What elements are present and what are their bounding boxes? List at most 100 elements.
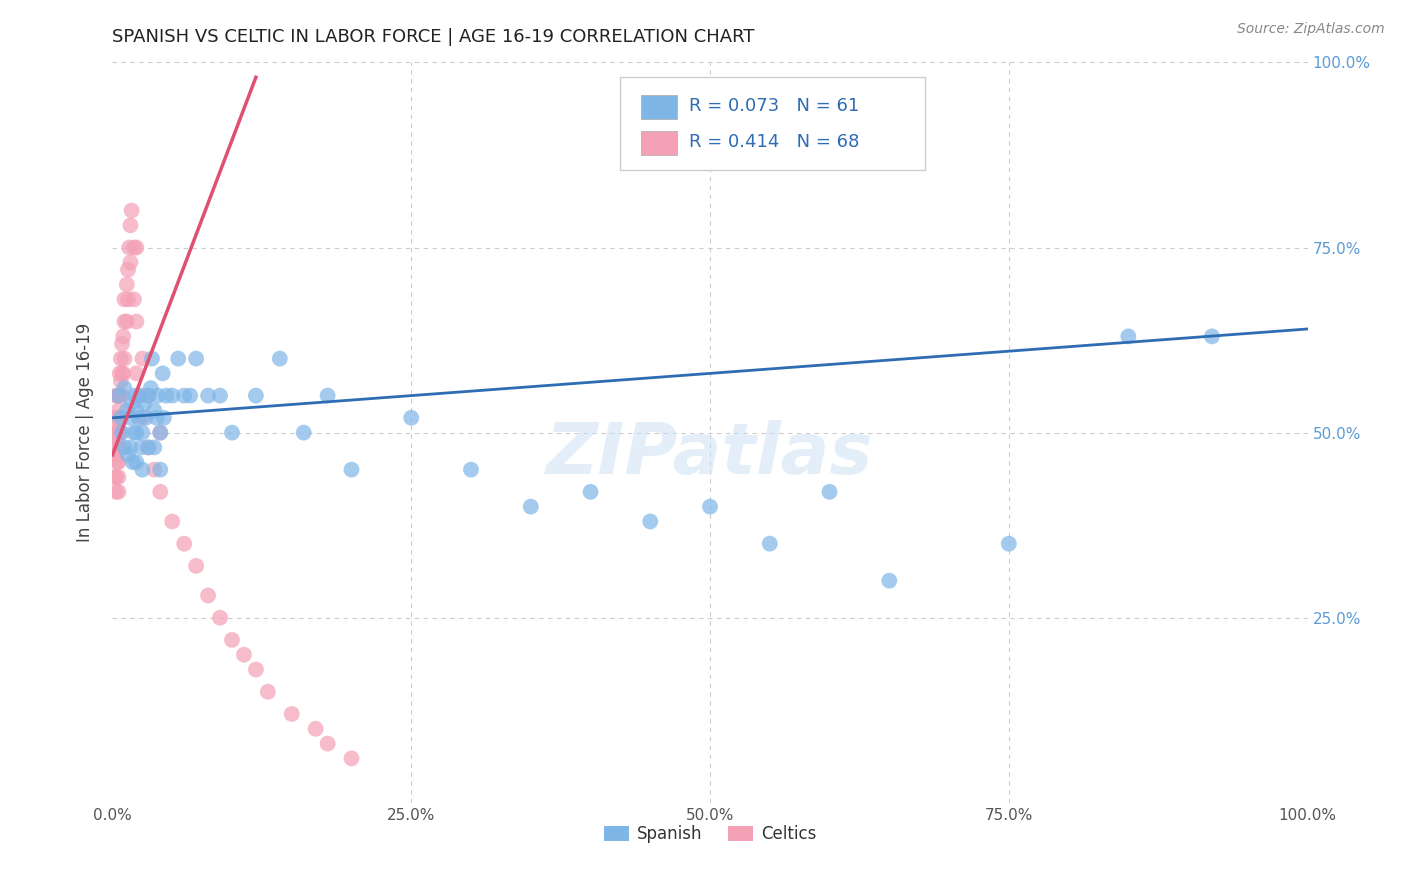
Point	[139, 381, 162, 395]
Point	[105, 455, 128, 469]
Point	[1118, 329, 1140, 343]
Point	[105, 388, 128, 402]
Text: R = 0.414   N = 68: R = 0.414 N = 68	[689, 133, 859, 151]
Point	[111, 425, 134, 440]
Point	[179, 388, 201, 402]
Point	[121, 455, 143, 469]
Point	[115, 314, 138, 328]
Point	[173, 536, 195, 550]
Point	[579, 484, 602, 499]
Point	[105, 470, 128, 484]
Point	[105, 425, 128, 440]
Point	[117, 448, 139, 462]
Point	[998, 536, 1021, 550]
Point	[107, 403, 129, 417]
Point	[167, 351, 190, 366]
Point	[759, 536, 782, 550]
Point	[103, 448, 125, 462]
Point	[108, 367, 131, 381]
Point	[149, 425, 172, 440]
Point	[107, 484, 129, 499]
Point	[305, 722, 328, 736]
Point	[149, 462, 172, 476]
Point	[114, 314, 135, 328]
Point	[110, 374, 132, 388]
Point	[143, 441, 166, 455]
Point	[131, 425, 153, 440]
Point	[146, 388, 169, 402]
Point	[120, 219, 142, 233]
Point	[104, 410, 127, 425]
Point	[114, 441, 135, 455]
Point	[114, 381, 135, 395]
Point	[122, 240, 145, 255]
Point	[107, 425, 129, 440]
Point	[107, 388, 129, 402]
Point	[125, 367, 148, 381]
Text: ZIPatlas: ZIPatlas	[547, 420, 873, 490]
Point	[292, 425, 315, 440]
Point	[128, 388, 150, 402]
Point	[125, 403, 148, 417]
Point	[162, 388, 183, 402]
Point	[129, 388, 152, 402]
Point	[281, 706, 304, 721]
Point	[138, 388, 160, 402]
Point	[111, 367, 134, 381]
Point	[108, 425, 131, 440]
Point	[186, 351, 208, 366]
Point	[104, 441, 127, 455]
Point	[143, 403, 166, 417]
Point	[112, 367, 135, 381]
Point	[141, 351, 163, 366]
Point	[107, 441, 129, 455]
Point	[149, 484, 172, 499]
Point	[197, 388, 219, 402]
Point	[114, 293, 135, 307]
Text: Source: ZipAtlas.com: Source: ZipAtlas.com	[1237, 22, 1385, 37]
Point	[257, 685, 280, 699]
Point	[221, 632, 243, 647]
Point	[135, 410, 157, 425]
FancyBboxPatch shape	[641, 95, 676, 120]
Point	[131, 410, 153, 425]
Point	[520, 500, 543, 514]
Point	[233, 648, 256, 662]
Point	[197, 589, 219, 603]
Point	[125, 240, 148, 255]
Point	[125, 455, 148, 469]
Point	[114, 351, 135, 366]
Point	[209, 388, 232, 402]
Point	[316, 737, 339, 751]
Point	[138, 441, 160, 455]
Point	[145, 410, 167, 425]
Point	[134, 396, 156, 410]
Point	[131, 462, 153, 476]
Point	[107, 388, 129, 402]
Point	[108, 388, 131, 402]
Point	[107, 455, 129, 469]
Point	[153, 410, 176, 425]
Point	[138, 441, 160, 455]
Point	[460, 462, 482, 476]
Point	[129, 441, 152, 455]
Point	[155, 388, 177, 402]
Point	[107, 470, 129, 484]
Point	[269, 351, 291, 366]
Point	[105, 388, 128, 402]
Point	[103, 425, 125, 440]
Point	[120, 441, 142, 455]
Point	[115, 403, 138, 417]
FancyBboxPatch shape	[641, 130, 676, 155]
Text: R = 0.073   N = 61: R = 0.073 N = 61	[689, 97, 859, 115]
Point	[401, 410, 423, 425]
Point	[105, 484, 128, 499]
Point	[209, 610, 232, 624]
Point	[120, 255, 142, 269]
Point	[118, 240, 141, 255]
Point	[162, 515, 183, 529]
Point	[879, 574, 901, 588]
Point	[110, 351, 132, 366]
Point	[105, 410, 128, 425]
Point	[173, 388, 195, 402]
